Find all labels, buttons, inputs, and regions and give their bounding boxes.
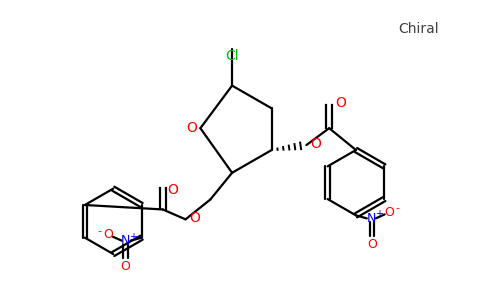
Text: O: O bbox=[189, 212, 200, 225]
Text: O: O bbox=[335, 96, 347, 110]
Text: O: O bbox=[167, 183, 178, 196]
Text: O: O bbox=[121, 260, 131, 273]
Text: N: N bbox=[121, 234, 130, 247]
Text: Cl: Cl bbox=[225, 49, 239, 63]
Text: +: + bbox=[375, 209, 383, 219]
Text: O: O bbox=[103, 228, 113, 241]
Text: O: O bbox=[310, 137, 321, 151]
Text: Chiral: Chiral bbox=[398, 22, 439, 36]
Text: -: - bbox=[98, 226, 102, 236]
Text: N: N bbox=[367, 212, 377, 225]
Text: O: O bbox=[385, 206, 394, 219]
Text: -: - bbox=[395, 203, 400, 214]
Text: O: O bbox=[186, 121, 197, 135]
Text: +: + bbox=[129, 232, 136, 242]
Text: O: O bbox=[367, 238, 377, 250]
